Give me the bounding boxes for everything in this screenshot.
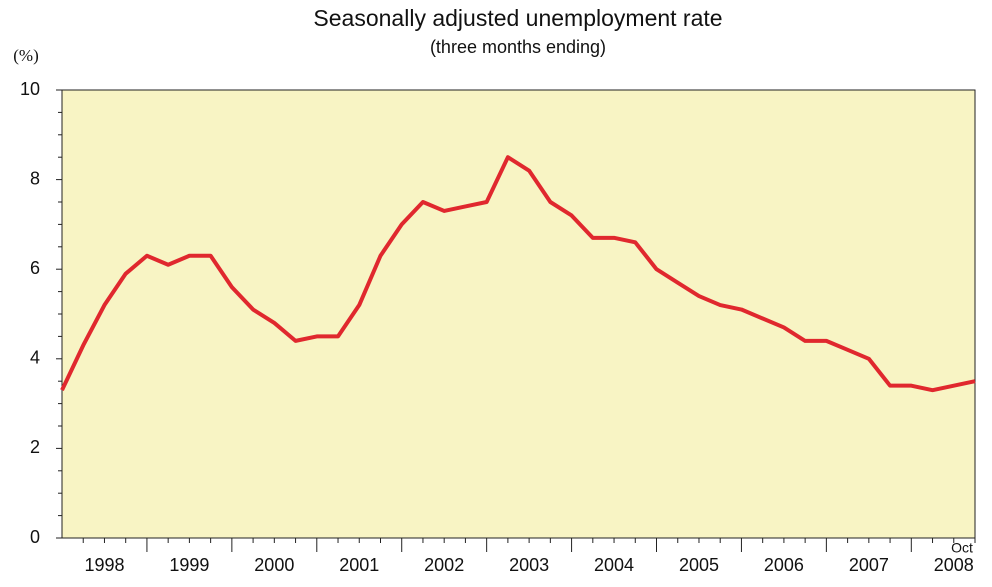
y-tick-label: 10 xyxy=(20,79,40,99)
y-unit: (%) xyxy=(13,46,38,65)
chart-title: Seasonally adjusted unemployment rate xyxy=(313,5,722,31)
x-tick-label: 2006 xyxy=(764,555,804,575)
y-tick-label: 6 xyxy=(30,258,40,278)
y-tick-label: 8 xyxy=(30,168,40,188)
y-tick-label: 2 xyxy=(30,437,40,457)
chart-subtitle: (three months ending) xyxy=(430,37,606,57)
plot-area xyxy=(61,89,976,539)
x-tick-label: 2001 xyxy=(339,555,379,575)
x-tick-label: 2007 xyxy=(849,555,889,575)
x-tick-label: 2003 xyxy=(509,555,549,575)
last-point-label: Oct xyxy=(951,540,973,556)
x-tick-label: 2005 xyxy=(679,555,719,575)
y-tick-label: 0 xyxy=(30,527,40,547)
data-line xyxy=(60,155,976,393)
x-tick-label: 1999 xyxy=(169,555,209,575)
x-tick-label: 2008 xyxy=(934,555,974,575)
x-tick-label: 2002 xyxy=(424,555,464,575)
y-tick-label: 4 xyxy=(30,348,40,368)
x-tick-label: 2000 xyxy=(254,555,294,575)
x-tick-label: 2004 xyxy=(594,555,634,575)
x-tick-label: 1998 xyxy=(84,555,124,575)
